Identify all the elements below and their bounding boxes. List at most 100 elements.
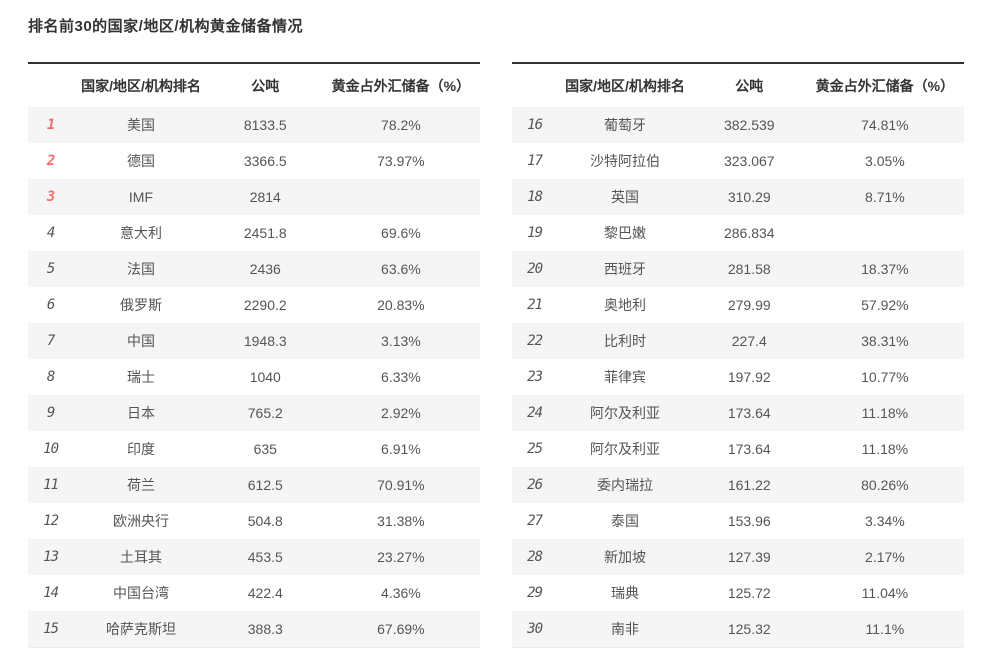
rank-cell: 11 — [43, 477, 59, 493]
rank-cell: 10 — [43, 441, 59, 457]
tons-cell: 635 — [253, 441, 277, 457]
country-cell: 瑞士 — [126, 369, 155, 385]
pct-cell: 11.04% — [861, 585, 909, 601]
pct-column-header: 黄金占外汇储备（%） — [321, 63, 480, 107]
tons-cell: 153.96 — [727, 513, 771, 529]
pct-cell: 8.71% — [865, 189, 905, 205]
tons-cell: 2436 — [249, 261, 281, 277]
pct-cell: 4.36% — [381, 585, 421, 601]
table-row: 28 新加坡 127.39 2.17% — [512, 539, 964, 575]
pct-cell: 18.37% — [861, 261, 909, 277]
tons-cell: 382.539 — [723, 117, 775, 133]
country-cell: 荷兰 — [126, 477, 155, 493]
tons-cell: 2814 — [249, 189, 281, 205]
country-cell: 阿尔及利亚 — [589, 405, 660, 421]
table-row: 14 中国台湾 422.4 4.36% — [28, 575, 480, 611]
table-row: 13 土耳其 453.5 23.27% — [28, 539, 480, 575]
country-cell: 阿尔及利亚 — [589, 441, 660, 457]
pct-cell: 3.05% — [865, 153, 905, 169]
tons-cell: 279.99 — [727, 297, 771, 313]
tons-cell: 227.4 — [731, 333, 767, 349]
table-row: 29 瑞典 125.72 11.04% — [512, 575, 964, 611]
country-cell: 泰国 — [610, 513, 639, 529]
country-cell: 新加坡 — [603, 549, 646, 565]
country-cell: 德国 — [126, 153, 155, 169]
gold-reserves-table-right: 国家/地区/机构排名 公吨 黄金占外汇储备（%） 16 葡萄牙 382.539 74.… — [512, 62, 964, 648]
country-cell: 中国 — [126, 333, 155, 349]
table-row: 23 菲律宾 197.92 10.77% — [512, 359, 964, 395]
rank-cell: 23 — [527, 369, 543, 385]
rank-cell: 2 — [46, 153, 55, 169]
country-cell: 英国 — [610, 189, 639, 205]
country-column-header: 国家/地区/机构排名 — [557, 63, 693, 107]
tons-cell: 2290.2 — [243, 297, 287, 313]
rank-cell: 13 — [43, 549, 59, 565]
rank-cell: 6 — [46, 297, 55, 313]
table-body-left: 1 美国 8133.5 78.2% 2 德国 3366.5 73.97% 3 IMF 2814 4 意大… — [28, 107, 480, 647]
table-header: 国家/地区/机构排名 公吨 黄金占外汇储备（%） — [28, 63, 480, 107]
country-cell: 日本 — [126, 405, 155, 421]
tons-cell: 1040 — [249, 369, 281, 385]
table-row: 18 英国 310.29 8.71% — [512, 179, 964, 215]
country-cell: 瑞典 — [610, 585, 639, 601]
table-row: 10 印度 635 6.91% — [28, 431, 480, 467]
tons-cell: 310.29 — [727, 189, 771, 205]
tons-cell: 8133.5 — [243, 117, 287, 133]
tons-cell: 286.834 — [723, 225, 775, 241]
pct-cell: 6.91% — [381, 441, 421, 457]
country-cell: IMF — [128, 189, 154, 205]
tons-cell: 504.8 — [247, 513, 283, 529]
table-row: 22 比利时 227.4 38.31% — [512, 323, 964, 359]
tons-cell: 323.067 — [723, 153, 775, 169]
country-cell: 意大利 — [119, 225, 162, 241]
table-row: 8 瑞士 1040 6.33% — [28, 359, 480, 395]
pct-cell: 23.27% — [377, 549, 425, 565]
country-cell: 土耳其 — [119, 549, 162, 565]
table-row: 1 美国 8133.5 78.2% — [28, 107, 480, 143]
pct-cell: 2.17% — [865, 549, 905, 565]
rank-cell: 26 — [527, 477, 543, 493]
tons-cell: 2451.8 — [243, 225, 287, 241]
pct-cell: 31.38% — [377, 513, 425, 529]
country-cell: 美国 — [126, 117, 155, 133]
country-cell: 委内瑞拉 — [596, 477, 653, 493]
pct-cell: 67.69% — [377, 620, 425, 637]
rank-cell: 12 — [43, 513, 59, 529]
tons-cell: 173.64 — [727, 441, 771, 457]
table-row: 11 荷兰 612.5 70.91% — [28, 467, 480, 503]
country-column-header: 国家/地区/机构排名 — [73, 63, 209, 107]
country-cell: 奥地利 — [603, 297, 646, 313]
tons-cell: 281.58 — [727, 261, 771, 277]
pct-cell: 6.33% — [381, 369, 421, 385]
country-cell: 比利时 — [603, 333, 646, 349]
table-row: 6 俄罗斯 2290.2 20.83% — [28, 287, 480, 323]
pct-cell — [806, 215, 964, 251]
pct-cell: 3.13% — [381, 333, 421, 349]
tons-cell: 765.2 — [247, 405, 283, 421]
rank-cell: 16 — [527, 117, 543, 133]
table-row: 15 哈萨克斯坦 388.3 67.69% — [28, 611, 480, 647]
tons-column-header: 公吨 — [208, 63, 322, 107]
table-row: 9 日本 765.2 2.92% — [28, 395, 480, 431]
table-row: 16 葡萄牙 382.539 74.81% — [512, 107, 964, 143]
rank-column-header — [512, 63, 558, 107]
table-row: 19 黎巴嫩 286.834 — [512, 215, 964, 251]
tons-cell: 453.5 — [247, 549, 283, 565]
country-cell: 葡萄牙 — [603, 117, 646, 133]
country-cell: 西班牙 — [603, 261, 646, 277]
rank-cell: 19 — [527, 225, 543, 241]
rank-cell: 28 — [527, 549, 543, 565]
pct-cell: 11.18% — [861, 405, 909, 421]
tons-cell: 3366.5 — [243, 153, 287, 169]
rank-cell: 4 — [46, 225, 55, 241]
tons-cell: 388.3 — [247, 620, 283, 637]
rank-cell: 27 — [527, 513, 543, 529]
table-row: 30 南非 125.32 11.1% — [512, 611, 964, 647]
pct-cell: 80.26% — [861, 477, 909, 493]
rank-cell: 18 — [527, 189, 543, 205]
rank-cell: 17 — [527, 153, 543, 169]
page-title: 排名前30的国家/地区/机构黄金储备情况 — [28, 18, 304, 35]
pct-cell: 20.83% — [377, 297, 425, 313]
pct-cell — [322, 179, 480, 215]
rank-column-header — [28, 63, 74, 107]
